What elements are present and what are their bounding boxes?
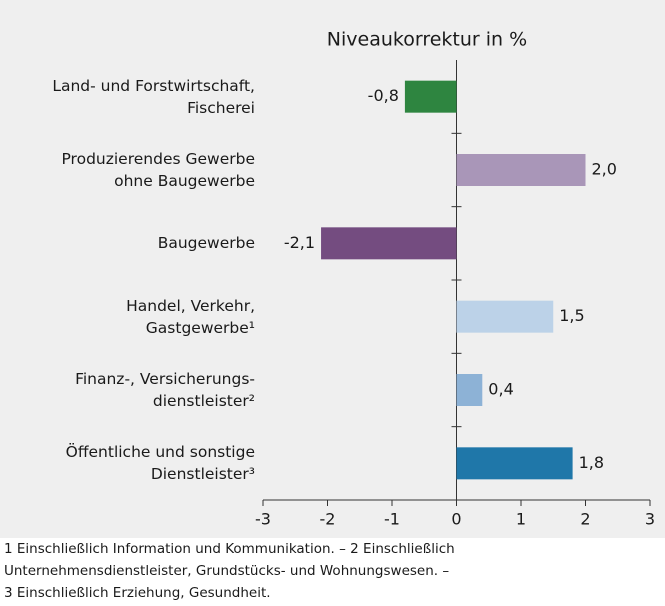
value-label: 1,8 — [579, 453, 604, 472]
footnote: Unternehmensdienstleister, Grundstücks- … — [4, 563, 450, 579]
bar — [456, 300, 554, 333]
bar — [456, 447, 573, 480]
category-label: Baugewerbe — [157, 234, 255, 253]
category-label: Öffentliche und sonstige Dienstleister³ — [65, 443, 255, 484]
value-label: 2,0 — [592, 160, 617, 179]
bar — [404, 80, 457, 113]
x-tick-label: -2 — [320, 510, 336, 529]
x-tick-label: -3 — [255, 510, 271, 529]
category-label: Produzierendes Gewerbe ohne Baugewerbe — [61, 150, 255, 190]
bar — [321, 227, 457, 260]
value-label: -0,8 — [368, 86, 399, 105]
value-label: 1,5 — [559, 306, 584, 325]
chart-title: Niveaukorrektur in % — [327, 29, 527, 51]
value-label: 0,4 — [488, 380, 513, 399]
category-label: Land- und Forstwirtschaft, Fischerei — [52, 76, 255, 117]
x-tick-label: -1 — [384, 510, 400, 529]
x-tick-label: 2 — [580, 510, 590, 529]
x-tick-label: 0 — [451, 510, 461, 529]
value-label: -2,1 — [284, 233, 315, 252]
footnote: 3 Einschließlich Erziehung, Gesundheit. — [4, 585, 271, 601]
category-label: Finanz-, Versicherungs- dienstleister² — [75, 370, 255, 410]
x-tick-label: 1 — [516, 510, 526, 529]
x-tick-label: 3 — [645, 510, 655, 529]
bar — [456, 374, 483, 406]
bar — [456, 154, 586, 186]
category-label: Handel, Verkehr, Gastgewerbe¹ — [126, 296, 255, 337]
footnote: 1 Einschließlich Information und Kommuni… — [4, 541, 455, 557]
